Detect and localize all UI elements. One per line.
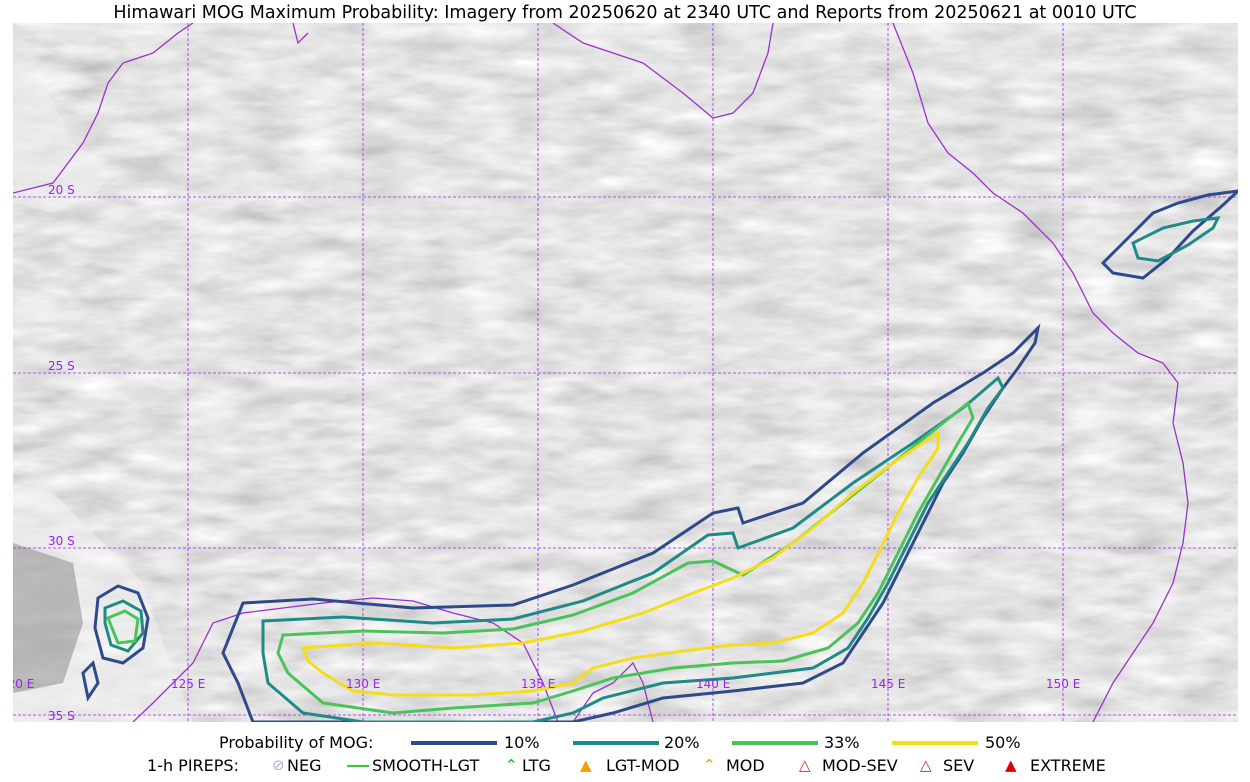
lon-label: 125 E [171, 677, 205, 691]
swatch-33 [732, 741, 818, 745]
lon-labels: 120 E 125 E 130 E 135 E 140 E 145 E 150 … [13, 677, 1080, 691]
swatch-50 [892, 741, 978, 745]
contour-10-w2 [81, 660, 100, 702]
moderate-icon: ⌃ [703, 756, 716, 774]
gridlines [13, 23, 1238, 722]
cloud-band-sw [13, 483, 193, 722]
lon-label: 140 E [696, 677, 730, 691]
map-canvas: 20 S 25 S 30 S 35 S 120 E 125 E 130 E 13… [13, 23, 1238, 722]
legend-label-ltg: LTG [522, 756, 551, 775]
lat-labels: 20 S 25 S 30 S 35 S [48, 183, 75, 722]
lon-label: 145 E [871, 677, 905, 691]
lon-label: 130 E [346, 677, 380, 691]
lat-label: 25 S [48, 359, 75, 373]
satellite-imagery [13, 23, 1238, 722]
lon-label: 120 E [13, 677, 34, 691]
contour-50 [300, 430, 940, 697]
satellite-map: 20 S 25 S 30 S 35 S 120 E 125 E 130 E 13… [13, 23, 1238, 722]
legend-label-neg: NEG [287, 756, 322, 775]
legend-label-mod: MOD [726, 756, 765, 775]
legend-label-10: 10% [504, 733, 540, 752]
neg-circle-icon: ⊘ [272, 756, 285, 774]
legend-label-50: 50% [985, 733, 1021, 752]
contour-33-w [106, 609, 140, 645]
contour-20 [261, 375, 1005, 722]
legend-label-extreme: EXTREME [1030, 756, 1106, 775]
contour-20-ne [1131, 216, 1221, 263]
light-moderate-icon: ▲ [580, 756, 592, 774]
smooth-light-line-icon [347, 765, 369, 767]
legend-label-sev: SEV [943, 756, 975, 775]
probability-legend: Probability of MOG: 10% 20% 33% 50% [0, 733, 1250, 755]
legend-label-lgt-mod: LGT-MOD [606, 756, 680, 775]
lat-label: 35 S [48, 709, 75, 722]
lon-label: 135 E [521, 677, 555, 691]
extreme-icon: ▲ [1005, 756, 1017, 774]
legend-label-smooth-lgt: SMOOTH-LGT [372, 756, 480, 775]
legend-label-20: 20% [664, 733, 700, 752]
map-title: Himawari MOG Maximum Probability: Imager… [113, 3, 1137, 23]
probability-contours [81, 189, 1238, 722]
contour-10-ne [1100, 189, 1238, 280]
probability-legend-label: Probability of MOG: [219, 733, 374, 752]
lat-label: 20 S [48, 183, 75, 197]
legend-label-mod-sev: MOD-SEV [822, 756, 898, 775]
pireps-legend: 1-h PIREPS: ⊘ NEG SMOOTH-LGT ⌃ LTG ▲ LGT… [0, 756, 1250, 778]
lat-label: 30 S [48, 534, 75, 548]
contour-10-w [93, 584, 150, 665]
severe-icon: △ [920, 756, 932, 774]
contour-33 [276, 400, 975, 715]
light-chevron-icon: ⌃ [505, 756, 518, 774]
coastline [13, 23, 1189, 722]
pireps-legend-label: 1-h PIREPS: [147, 756, 239, 775]
cloud-band-nw [13, 63, 113, 213]
lon-label: 150 E [1046, 677, 1080, 691]
dark-cloud-sw [13, 543, 83, 693]
swatch-10 [411, 741, 497, 745]
moderate-severe-icon: △ [799, 756, 811, 774]
swatch-20 [573, 741, 659, 745]
legend-label-33: 33% [824, 733, 860, 752]
